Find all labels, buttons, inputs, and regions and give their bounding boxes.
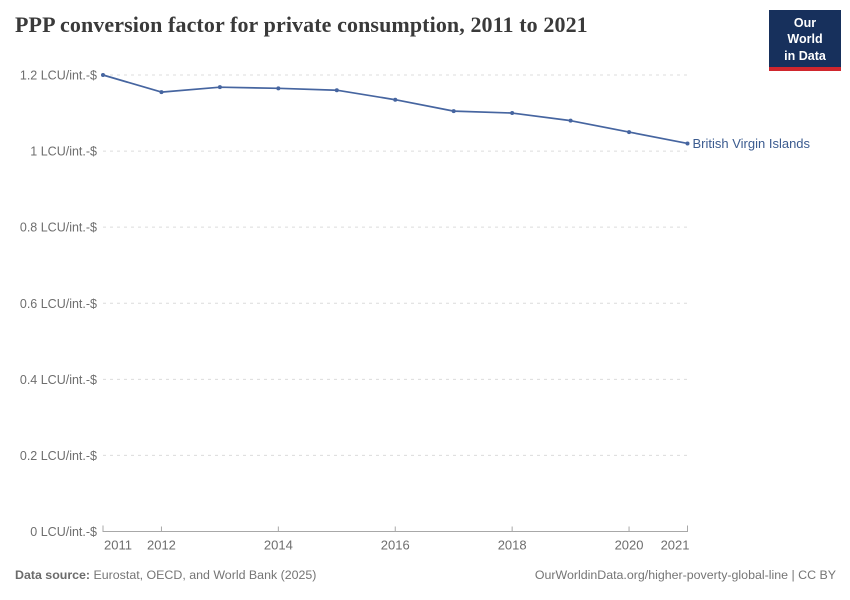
- y-axis-tick-label: 0.6 LCU/int.-$: [20, 297, 97, 311]
- y-axis-tick-label: 0 LCU/int.-$: [30, 525, 97, 539]
- x-axis-tick-label: 2016: [381, 538, 410, 553]
- data-point: [568, 118, 573, 123]
- data-point: [217, 85, 222, 90]
- data-point: [159, 90, 164, 95]
- data-source-label: Data source:: [15, 568, 91, 582]
- data-point: [276, 86, 281, 91]
- data-point: [510, 111, 515, 116]
- x-axis-tick-label: 2011: [104, 538, 132, 553]
- data-source-text: Eurostat, OECD, and World Bank (2025): [90, 568, 317, 582]
- y-axis-tick-label: 0.4 LCU/int.-$: [20, 373, 97, 387]
- x-axis-tick-label: 2020: [615, 538, 644, 553]
- x-axis-tick-label: 2014: [264, 538, 293, 553]
- x-axis-tick-label: 2018: [498, 538, 527, 553]
- chart-footer: Data source: Eurostat, OECD, and World B…: [15, 568, 836, 582]
- y-axis-tick-label: 1 LCU/int.-$: [30, 145, 97, 159]
- owid-logo-line1: Our World: [787, 16, 823, 47]
- owid-logo-line2: in Data: [784, 48, 826, 63]
- attribution: OurWorldinData.org/higher-poverty-global…: [534, 568, 836, 582]
- data-point: [451, 109, 456, 114]
- x-axis-tick-label: 2012: [147, 538, 176, 553]
- data-point: [685, 141, 690, 146]
- data-point: [334, 88, 339, 93]
- entity-label: British Virgin Islands: [693, 136, 811, 151]
- trend-line: [102, 74, 689, 145]
- data-point: [101, 73, 105, 77]
- y-axis-tick-label: 0.2 LCU/int.-$: [20, 449, 97, 463]
- y-axis-tick-label: 0.8 LCU/int.-$: [20, 221, 97, 235]
- x-axis-tick-label: 2021: [661, 538, 690, 553]
- owid-logo: Our World in Data: [769, 10, 841, 71]
- data-source: Data source: Eurostat, OECD, and World B…: [15, 568, 316, 582]
- data-point: [393, 97, 398, 102]
- chart-title: PPP conversion factor for private consum…: [15, 12, 588, 37]
- y-axis-tick-label: 1.2 LCU/int.-$: [20, 69, 97, 83]
- data-point: [627, 130, 632, 135]
